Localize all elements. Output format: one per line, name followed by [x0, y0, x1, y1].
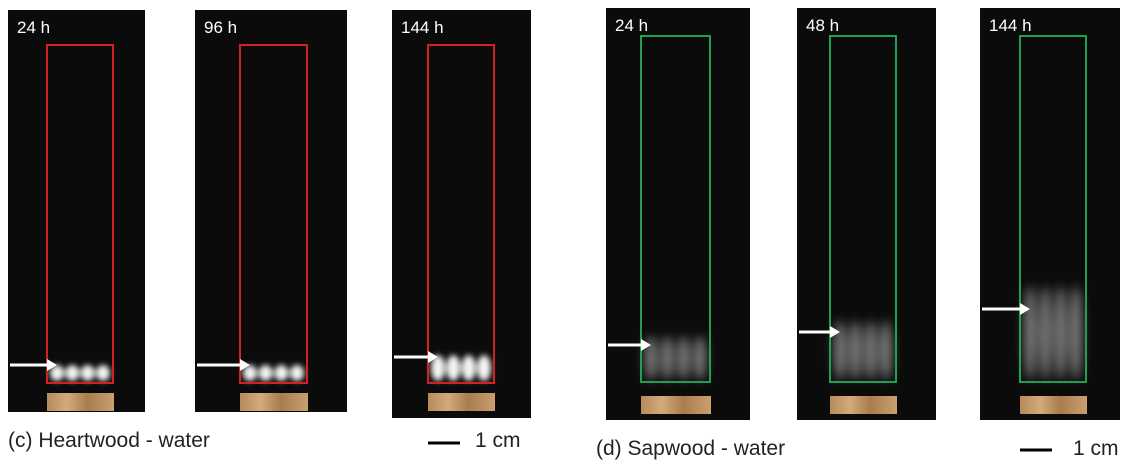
- time-label: 48 h: [806, 16, 839, 35]
- time-label: 96 h: [204, 18, 237, 37]
- signal: [661, 336, 674, 380]
- signal: [1024, 286, 1036, 380]
- mri-image: 24 h: [606, 8, 750, 420]
- time-label: 24 h: [615, 16, 648, 35]
- arrow-head: [830, 326, 840, 338]
- arrow-head: [1020, 303, 1030, 315]
- mri-image: 144 h: [980, 8, 1120, 420]
- sample-frame: [829, 35, 897, 383]
- scale-label: 1 cm: [475, 429, 521, 452]
- wood-sample: [830, 396, 897, 414]
- sample-frame: [640, 35, 711, 383]
- sample-frame: [1019, 35, 1087, 383]
- signal: [1039, 286, 1052, 380]
- signal-glow: [243, 365, 304, 381]
- signal: [96, 365, 110, 381]
- signal: [65, 365, 80, 381]
- arrow-head: [47, 359, 57, 371]
- signal: [834, 321, 846, 380]
- sample-frame: [239, 44, 308, 384]
- image-background: [392, 10, 531, 418]
- signal: [431, 355, 445, 381]
- image-background: [8, 10, 145, 412]
- signal: [243, 365, 257, 381]
- arrow-head: [240, 359, 250, 371]
- signal: [290, 365, 304, 381]
- signal-glow: [645, 336, 706, 380]
- arrow-head: [641, 339, 651, 351]
- time-label: 144 h: [989, 16, 1032, 35]
- arrow-head: [428, 351, 438, 363]
- signal: [80, 365, 95, 381]
- signal: [477, 355, 491, 381]
- signal: [1070, 286, 1082, 380]
- signal-glow: [50, 365, 110, 381]
- signal: [864, 321, 877, 380]
- signal: [50, 365, 64, 381]
- signal: [694, 336, 706, 380]
- caption: (c) Heartwood - water: [8, 429, 210, 452]
- signal: [677, 336, 690, 380]
- signal-glow: [1024, 286, 1082, 380]
- sample-frame: [427, 44, 495, 384]
- signal: [849, 321, 862, 380]
- time-label: 144 h: [401, 18, 444, 37]
- sample-frame: [46, 44, 114, 384]
- signal: [645, 336, 657, 380]
- signal: [461, 355, 476, 381]
- signal: [258, 365, 273, 381]
- mri-image: 48 h: [797, 8, 936, 420]
- wood-sample: [1020, 396, 1087, 414]
- time-label: 24 h: [17, 18, 50, 37]
- mri-image: 24 h: [8, 10, 145, 412]
- scale-label: 1 cm: [1073, 437, 1119, 460]
- signal: [274, 365, 289, 381]
- signal-glow: [431, 355, 491, 381]
- wood-sample: [47, 393, 114, 411]
- signal-glow: [834, 321, 892, 380]
- wood-sample: [641, 396, 711, 414]
- image-background: [195, 10, 347, 412]
- wood-sample: [240, 393, 308, 411]
- signal: [446, 355, 461, 381]
- caption: (d) Sapwood - water: [596, 437, 785, 460]
- signal: [880, 321, 892, 380]
- mri-image: 144 h: [392, 10, 531, 418]
- wood-sample: [428, 393, 495, 411]
- signal: [1054, 286, 1067, 380]
- mri-image: 96 h: [195, 10, 347, 412]
